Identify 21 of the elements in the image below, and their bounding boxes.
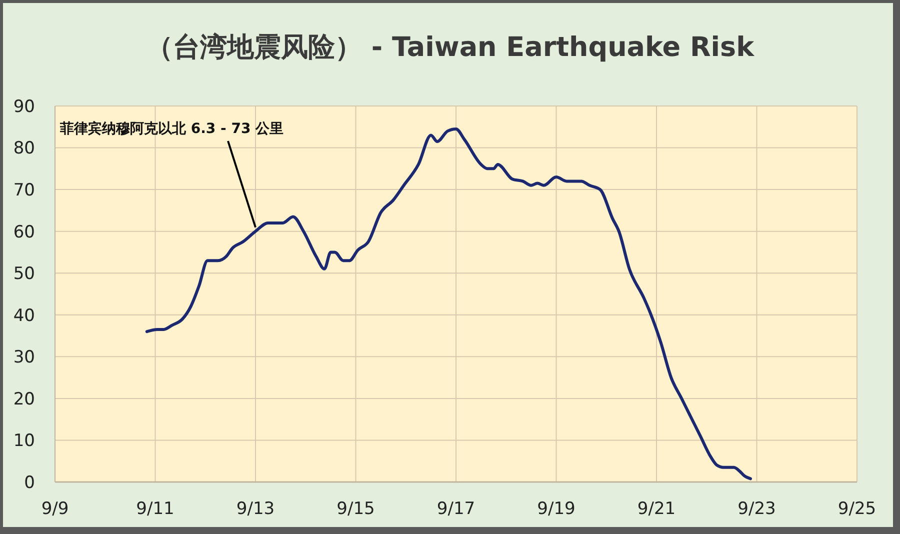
y-tick-label: 10 — [13, 431, 35, 452]
x-tick-label: 9/15 — [336, 499, 375, 519]
y-tick-label: 60 — [13, 222, 35, 242]
x-tick-label: 9/25 — [838, 499, 876, 519]
y-tick-label: 30 — [13, 348, 35, 368]
x-tick-label: 9/21 — [637, 499, 676, 519]
y-tick-label: 0 — [24, 472, 35, 493]
x-tick-label: 9/11 — [136, 499, 174, 519]
x-tick-label: 9/13 — [236, 499, 275, 519]
x-tick-label: 9/17 — [436, 499, 476, 519]
annotation: 菲律宾纳穆阿克以北 6.3 - 73 公里 — [59, 120, 284, 137]
y-tick-label: 90 — [13, 96, 35, 117]
x-tick-label: 9/19 — [537, 499, 576, 519]
y-tick-label: 40 — [13, 306, 35, 326]
x-tick-label: 9/9 — [41, 499, 69, 519]
y-tick-label: 20 — [13, 389, 35, 410]
chart-title: （台湾地震风险） - Taiwan Earthquake Risk — [146, 32, 756, 63]
y-tick-label: 50 — [13, 264, 35, 284]
y-tick-label: 80 — [13, 138, 35, 159]
y-tick-label: 70 — [13, 180, 35, 201]
x-tick-label: 9/23 — [738, 499, 776, 519]
